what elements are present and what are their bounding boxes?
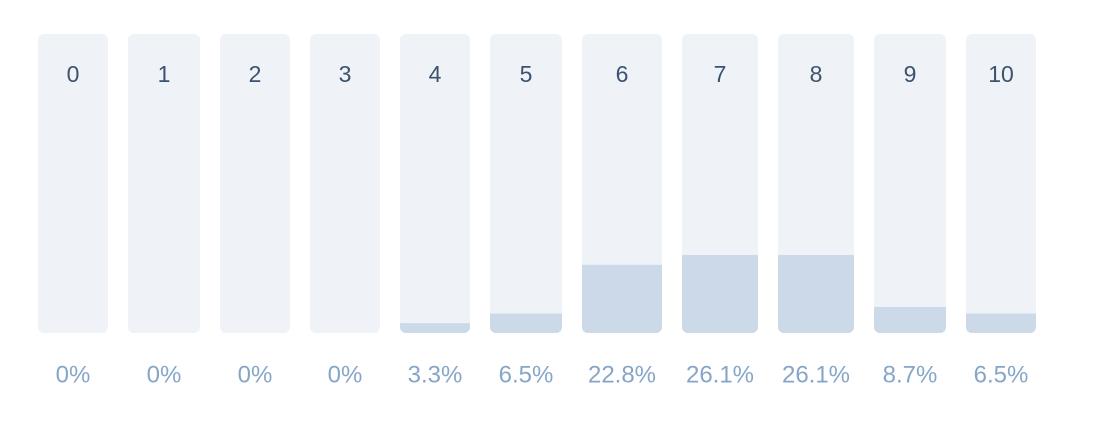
value-label: 22.8%	[588, 361, 656, 388]
value-label: 8.7%	[883, 361, 938, 388]
value-label: 0%	[238, 361, 273, 388]
value-label: 6.5%	[974, 361, 1029, 388]
bar	[778, 254, 854, 333]
category-label: 6	[616, 61, 629, 87]
category-label: 8	[810, 61, 823, 87]
category-label: 4	[429, 61, 442, 87]
value-label: 0%	[147, 361, 182, 388]
bar-track	[310, 34, 380, 333]
bar	[682, 254, 758, 333]
category-label: 9	[904, 61, 917, 87]
category-label: 3	[339, 61, 352, 87]
value-label: 6.5%	[499, 361, 554, 388]
category-label: 0	[67, 61, 80, 87]
value-label: 26.1%	[686, 361, 754, 388]
bar	[966, 313, 1036, 333]
category-label: 1	[158, 61, 171, 87]
category-label: 7	[714, 61, 727, 87]
bar-track	[38, 34, 108, 333]
bar-track	[400, 34, 470, 333]
bar	[400, 323, 470, 333]
bar	[490, 313, 562, 333]
category-label: 2	[249, 61, 262, 87]
bar-track	[966, 34, 1036, 333]
value-label: 3.3%	[408, 361, 463, 388]
value-label: 26.1%	[782, 361, 850, 388]
bar-track	[128, 34, 200, 333]
value-label: 0%	[56, 361, 91, 388]
bar-track	[582, 34, 662, 333]
bar-track	[874, 34, 946, 333]
bar-track	[220, 34, 290, 333]
value-label: 0%	[328, 361, 363, 388]
category-label: 5	[520, 61, 533, 87]
bar	[874, 306, 946, 333]
bar	[582, 264, 662, 333]
bar-track	[490, 34, 562, 333]
category-label: 10	[988, 61, 1014, 87]
